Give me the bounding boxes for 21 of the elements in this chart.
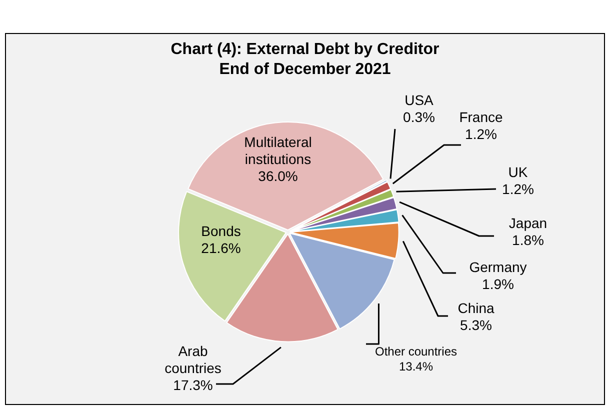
data-label: 13.4% (398, 359, 434, 374)
data-label: 0.3% (403, 108, 435, 125)
slice-label: USA (404, 92, 434, 108)
slice-label: Bonds (201, 222, 241, 239)
data-label: 1.2% (502, 180, 534, 197)
slice-label: Germany (469, 258, 527, 275)
data-label: 1.2% (465, 126, 497, 142)
slice-label: Multilateral institutions (244, 134, 312, 167)
slice-label: China (458, 300, 494, 316)
slice-label: Japan (508, 214, 548, 231)
slice-label: Arab countries (164, 342, 222, 376)
slice-label: Other countries (374, 344, 458, 358)
slice-label: France (459, 108, 503, 125)
slice-label: UK (508, 164, 528, 180)
data-label: 1.9% (482, 276, 514, 292)
chart-title: Chart (4): External Debt by Creditor End of December 2021 (170, 40, 440, 80)
data-label: 1.8% (512, 232, 544, 248)
data-label: 21.6% (201, 240, 241, 256)
data-label: 36.0% (258, 168, 298, 184)
data-label: 5.3% (460, 316, 492, 333)
data-label: 17.3% (173, 376, 213, 393)
